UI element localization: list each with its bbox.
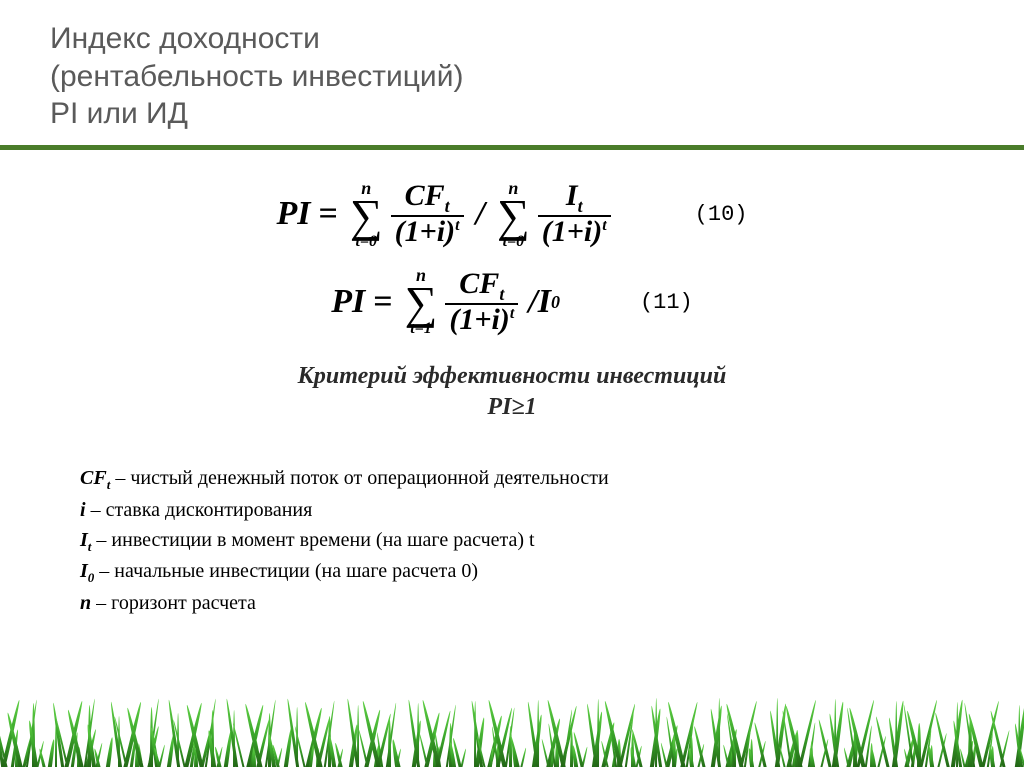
frac-1: CFt (1+i)t	[391, 181, 464, 247]
eq-number-11: (11)	[640, 290, 693, 315]
sigma-1: n ∑ t=0	[350, 180, 383, 250]
tail-slash: /	[528, 283, 537, 321]
header-underline	[0, 145, 1024, 150]
formula-area: PI = n ∑ t=0 CFt (1+i)t / n ∑ t=0 It (1+…	[0, 180, 1024, 424]
title-line-3: PI или ИД	[50, 95, 1024, 133]
legend-item: It – инвестиции в момент времени (на шаг…	[80, 525, 1024, 557]
legend-item: i – ставка дисконтирования	[80, 495, 1024, 525]
frac-3: CFt (1+i)t	[445, 269, 518, 335]
sigma-2: n ∑ t=0	[497, 180, 530, 250]
tail-sub: 0	[551, 292, 560, 313]
divider: /	[476, 195, 485, 233]
pi-lhs: PI	[277, 195, 311, 233]
legend-item: I0 – начальные инвестиции (на шаге расче…	[80, 556, 1024, 588]
eq-number-10: (10)	[695, 202, 748, 227]
sigma-3: n ∑ t=1	[405, 267, 438, 337]
formula-11-row: PI = n ∑ t=1 CFt (1+i)t / I 0 (11)	[0, 267, 1024, 337]
title-line-2: (рентабельность инвестиций)	[50, 58, 1024, 96]
formula-11: PI = n ∑ t=1 CFt (1+i)t / I 0	[331, 267, 560, 337]
legend: CFt – чистый денежный поток от операцион…	[80, 463, 1024, 618]
criterion-line-2: PI≥1	[0, 392, 1024, 423]
frac-2: It (1+i)t	[538, 181, 611, 247]
criterion-block: Критерий эффективности инвестиций PI≥1	[0, 361, 1024, 423]
legend-item: CFt – чистый денежный поток от операцион…	[80, 463, 1024, 495]
slide-header: Индекс доходности (рентабельность инвест…	[0, 0, 1024, 133]
tail-sym: I	[538, 283, 551, 321]
grass-decor	[0, 687, 1024, 767]
formula-10: PI = n ∑ t=0 CFt (1+i)t / n ∑ t=0 It (1+…	[277, 180, 615, 250]
pi-lhs-2: PI	[331, 283, 365, 321]
title-line-1: Индекс доходности	[50, 20, 1024, 58]
formula-10-row: PI = n ∑ t=0 CFt (1+i)t / n ∑ t=0 It (1+…	[0, 180, 1024, 250]
criterion-line-1: Критерий эффективности инвестиций	[0, 361, 1024, 392]
legend-item: n – горизонт расчета	[80, 588, 1024, 618]
